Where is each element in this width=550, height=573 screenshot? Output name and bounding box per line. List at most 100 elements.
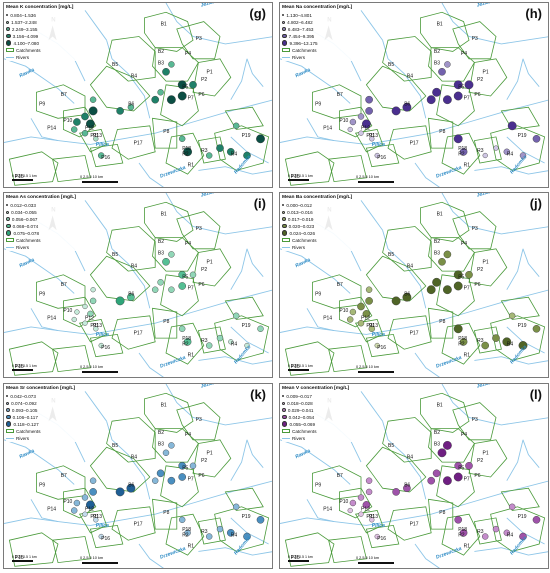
river-name-label: Pilica [372,523,385,529]
catchment-outline [419,392,470,433]
legend-class-label: 6.483–7.453 [287,26,314,32]
catchment-label: P6 [198,92,204,98]
legend-class-label: 0.034–0.055 [11,209,37,215]
catchment-outline [365,524,400,549]
legend-catchments-label: Catchments [292,428,317,434]
scale-bar-small [12,560,33,562]
sampling-site-marker [442,95,452,105]
sampling-site-marker [256,134,265,144]
catchment-label: P13 [93,133,102,139]
catchment-label: P8 [163,510,169,516]
sampling-site-marker [442,285,452,295]
catchment-label: P5 [458,466,464,472]
sampling-site-marker [189,462,197,470]
sampling-site-marker [98,533,104,540]
legend-swatch [282,394,285,398]
catchment-outline [63,106,97,138]
sampling-site-marker [178,473,186,481]
catchment-label: P17 [410,521,419,527]
catchment-outline [452,211,497,250]
catchment-outline [111,125,156,160]
panel-letter: (h) [525,6,542,21]
catchment-label: B4 [131,73,137,79]
sampling-site-marker [89,488,97,496]
river-line [4,439,75,485]
river-name-label: Jeziorka [200,193,221,199]
river-line [246,439,264,468]
legend-class-item: 3.156–4.099 [6,33,78,40]
catchment-outline [89,333,124,358]
sampling-site-marker [503,148,511,156]
sampling-site-marker [453,324,463,334]
sampling-site-marker [256,515,265,524]
scale-bar-small-label: 0 0.25 0.5 1 km [12,364,37,368]
legend-class-item: 0.034–0.055 [6,209,78,216]
catchment-outline [339,106,373,138]
river-line [522,248,540,277]
scale-bar-large-label: 0 2.5 5 10 km [80,556,104,560]
scale-bar-large [82,371,118,373]
sampling-site-marker [482,152,488,159]
sampling-site-marker [362,119,371,129]
river-line [4,99,272,145]
sampling-site-marker [427,476,435,485]
legend-catchments-item: Catchments [282,428,354,435]
river-line [106,230,151,309]
legend: Mean Sr concentration [mg/L] 0.042–0.073 0… [6,386,78,442]
legend-class-label: 0.106–0.117 [12,414,38,420]
sampling-site-marker [453,472,463,482]
sampling-site-marker [347,126,353,133]
sampling-site-marker [216,144,224,152]
legend-class-item: 4.100–7.080 [6,40,78,47]
legend: Mean Na concentration [mg/L] 1.130–4.801 4… [282,5,354,61]
sampling-site-marker [87,310,94,318]
sampling-site-marker [374,152,380,159]
catchment-outline [328,155,367,183]
river-line [4,248,75,294]
sampling-site-marker [162,449,170,457]
catchment-label: B5 [112,252,118,258]
sampling-site-marker [374,533,380,540]
sampling-site-marker [127,103,135,111]
legend-class-item: 7.454–9.395 [282,33,354,40]
river-line [382,230,427,309]
scale-bar-large-label: 0 2.5 5 10 km [356,365,380,369]
legend-swatch [6,401,10,405]
sampling-site-marker [432,87,442,97]
catchment-label: P7 [464,96,470,102]
catchment-label: P7 [464,286,470,292]
catchment-outline [160,84,199,127]
legend-catchments-item: Catchments [6,237,78,244]
sampling-site-marker [442,476,452,486]
catchment-outline [382,417,432,463]
legend-class-label: 0.009–0.017 [286,393,312,399]
catchment-label: P9 [39,101,45,107]
catchment-label: P1 [483,451,489,457]
sampling-site-marker [365,477,373,484]
catchment-outline [365,446,427,493]
sampling-site-marker [232,503,240,511]
scale-bar-large-label: 0 2.5 5 10 km [80,175,104,179]
sampling-site-marker [232,312,240,320]
catchment-label: P15 [15,555,24,561]
river-line [360,10,383,41]
catchment-outline [63,296,97,328]
catchment-outline [89,446,151,493]
legend-swatch [6,210,10,214]
legend-class-item: 0.012–0.033 [6,202,78,209]
catchment-label: P9 [39,482,45,488]
river-line [230,326,269,354]
sampling-site-marker [178,516,186,524]
catchment-label: P3 [196,36,202,42]
river-name-label: Rawka [295,67,312,79]
catchment-label: P10 [63,499,72,505]
sampling-site-marker [82,320,88,326]
sampling-site-marker [90,287,96,293]
sampling-site-marker [402,102,412,112]
river-line [506,58,524,100]
sampling-site-marker [71,316,77,323]
sampling-site-marker [216,525,224,533]
panel-letter: (j) [529,196,542,211]
sampling-site-marker [156,469,165,478]
